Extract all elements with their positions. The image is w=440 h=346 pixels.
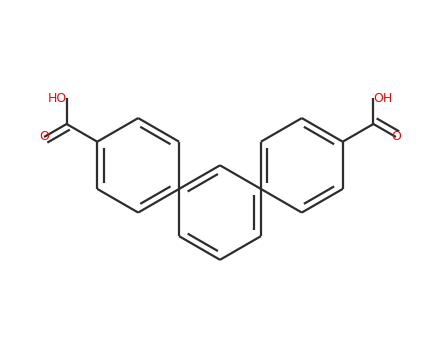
Text: OH: OH	[374, 91, 392, 104]
Text: HO: HO	[48, 91, 66, 104]
Text: O: O	[39, 130, 49, 144]
Text: O: O	[391, 130, 401, 144]
